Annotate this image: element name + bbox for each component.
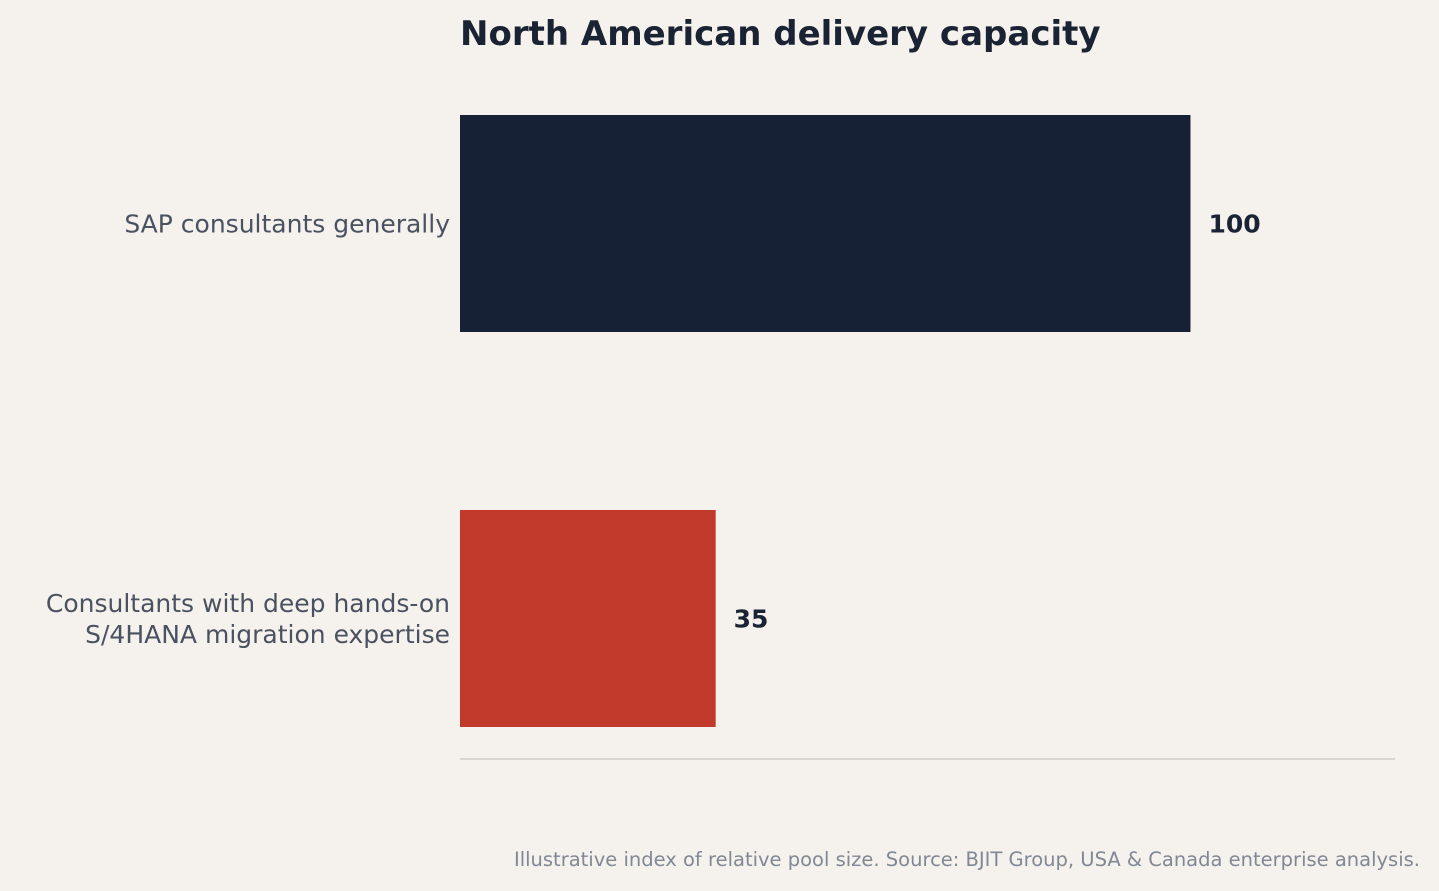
source-footnote: Illustrative index of relative pool size…: [514, 848, 1420, 871]
bars-layer: 100 SAP consultants generally 35 Consultant…: [46, 115, 1261, 727]
bar-1: [460, 510, 716, 727]
category-label-1-line-0: Consultants with deep hands-on: [46, 589, 450, 618]
value-label-1: 35: [734, 605, 769, 634]
chart-title: North American delivery capacity: [460, 14, 1101, 54]
category-label-0-line-0: SAP consultants generally: [124, 210, 450, 239]
value-label-0: 100: [1208, 210, 1260, 239]
bar-0: [460, 115, 1191, 332]
category-label-1-line-1: S/4HANA migration expertise: [85, 620, 450, 649]
